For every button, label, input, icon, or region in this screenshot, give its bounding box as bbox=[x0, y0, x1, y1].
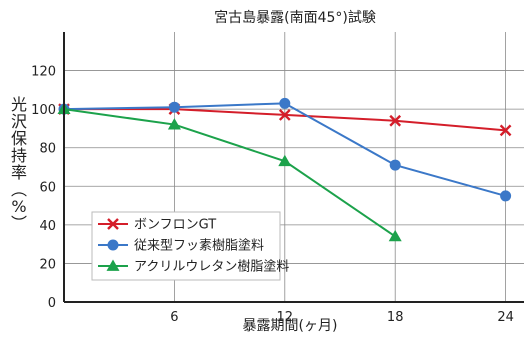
data-point-x bbox=[389, 114, 402, 127]
y-tick-label: 120 bbox=[31, 65, 56, 80]
y-tick-label: 20 bbox=[39, 257, 56, 272]
data-point-x bbox=[499, 124, 512, 137]
tick-labels: 0 20 40 60 80 100 120 6 12 18 24 bbox=[31, 65, 514, 325]
data-point-x bbox=[278, 109, 291, 121]
data-point-circle bbox=[168, 101, 180, 113]
x-tick-label: 18 bbox=[387, 310, 404, 325]
legend-label: ボンフロンGT bbox=[134, 218, 216, 233]
y-axis-label-char: 沢 bbox=[11, 112, 27, 131]
x-axis-label: 暴露期間(ヶ月) bbox=[243, 318, 338, 334]
legend-marker-x bbox=[107, 218, 119, 230]
y-tick-label: 40 bbox=[39, 219, 56, 234]
data-point-x-stroke-b bbox=[499, 124, 512, 137]
data-point-x-stroke-b bbox=[389, 114, 402, 127]
data-point-circle bbox=[500, 190, 512, 202]
y-axis-label-char: ︵ bbox=[11, 180, 27, 199]
data-point-x-stroke-b bbox=[278, 109, 291, 121]
y-tick-label: 60 bbox=[39, 180, 56, 195]
y-axis-label-char: 持 bbox=[11, 146, 27, 165]
legend-marker-circle bbox=[107, 239, 119, 251]
y-axis-label-char: 保 bbox=[11, 129, 27, 148]
x-tick-label: 24 bbox=[497, 310, 514, 325]
legend-label: アクリルウレタン樹脂塗料 bbox=[134, 259, 289, 275]
y-tick-label: 100 bbox=[31, 103, 56, 118]
data-point-circle bbox=[279, 97, 291, 109]
x-tick-label: 12 bbox=[277, 310, 294, 325]
y-axis-label-char: % bbox=[11, 197, 26, 216]
legend-marker-x-stroke-b bbox=[107, 218, 119, 230]
data-point-triangle bbox=[388, 229, 402, 242]
data-point-circle bbox=[389, 159, 401, 171]
y-axis-label-char: 率 bbox=[11, 163, 27, 182]
legend-marker-triangle bbox=[106, 259, 120, 271]
y-axis-label-char: 光 bbox=[11, 95, 27, 114]
y-axis-label-char: ︶ bbox=[11, 214, 27, 233]
y-tick-label: 0 bbox=[48, 296, 56, 311]
series-line-triangle bbox=[63, 108, 396, 238]
chart-title: 宮古島暴露(南面45°)試験 bbox=[214, 10, 376, 26]
x-tick-label: 6 bbox=[170, 310, 178, 325]
data-point-triangle bbox=[278, 154, 292, 167]
data-point-triangle bbox=[167, 118, 181, 130]
y-tick-label: 80 bbox=[39, 142, 56, 157]
axes bbox=[63, 32, 524, 303]
legend-label: 従来型フッ素樹脂塗料 bbox=[134, 238, 264, 254]
